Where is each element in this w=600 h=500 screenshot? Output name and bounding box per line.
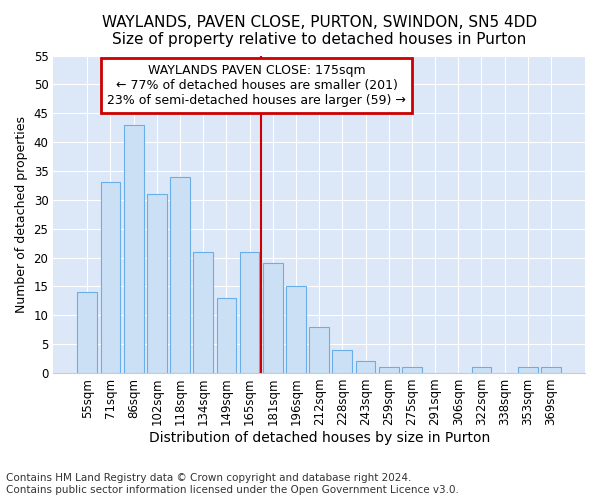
Bar <box>356 362 376 373</box>
Text: WAYLANDS PAVEN CLOSE: 175sqm
← 77% of detached houses are smaller (201)
23% of s: WAYLANDS PAVEN CLOSE: 175sqm ← 77% of de… <box>107 64 406 107</box>
Bar <box>193 252 213 373</box>
Bar <box>286 286 306 373</box>
Bar <box>379 367 398 373</box>
Bar <box>77 292 97 373</box>
Bar <box>170 176 190 373</box>
Bar <box>309 327 329 373</box>
Bar <box>402 367 422 373</box>
Bar <box>240 252 259 373</box>
Bar <box>472 367 491 373</box>
Bar <box>518 367 538 373</box>
Y-axis label: Number of detached properties: Number of detached properties <box>15 116 28 312</box>
Bar <box>217 298 236 373</box>
Bar <box>101 182 121 373</box>
Bar <box>124 125 143 373</box>
Bar <box>263 264 283 373</box>
Bar <box>332 350 352 373</box>
X-axis label: Distribution of detached houses by size in Purton: Distribution of detached houses by size … <box>149 431 490 445</box>
Text: Contains HM Land Registry data © Crown copyright and database right 2024.
Contai: Contains HM Land Registry data © Crown c… <box>6 474 459 495</box>
Bar <box>541 367 561 373</box>
Bar <box>147 194 167 373</box>
Title: WAYLANDS, PAVEN CLOSE, PURTON, SWINDON, SN5 4DD
Size of property relative to det: WAYLANDS, PAVEN CLOSE, PURTON, SWINDON, … <box>101 15 537 48</box>
